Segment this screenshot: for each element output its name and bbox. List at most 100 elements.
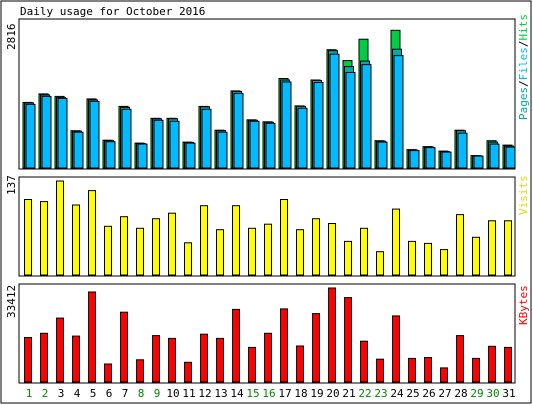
files-bar-day-29: [473, 155, 484, 169]
files-bar-day-18: [297, 107, 308, 169]
files-bar-day-3: [57, 97, 68, 169]
legend-kbytes: KBytes: [517, 285, 530, 325]
files-bar-day-16: [265, 122, 276, 169]
visits-bar-day-29: [472, 236, 480, 276]
files-bar-day-27: [441, 151, 452, 169]
files-bar-day-26: [425, 147, 436, 169]
bar-marks: [22, 29, 516, 383]
files-bar-day-7: [121, 108, 132, 169]
day-label-13: 13: [214, 387, 227, 400]
kbytes-bar-day-5: [88, 291, 96, 383]
day-label-30: 30: [486, 387, 499, 400]
kbytes-bar-day-24: [392, 315, 400, 383]
kbytes-ymax-label: 33412: [5, 285, 18, 318]
kbytes-bar-day-25: [408, 357, 416, 383]
legend-visits: Visits: [517, 175, 530, 215]
visits-bar-day-17: [280, 199, 288, 276]
kbytes-panel-frame: [18, 283, 516, 384]
visits-bar-day-12: [200, 205, 208, 276]
day-label-24: 24: [390, 387, 404, 400]
files-bar-day-9: [153, 119, 164, 169]
kbytes-bar-day-6: [104, 363, 112, 383]
day-label-18: 18: [294, 387, 307, 400]
visits-bar-day-30: [488, 220, 496, 276]
files-bar-day-6: [105, 141, 116, 169]
files-bar-day-4: [73, 131, 84, 169]
day-label-6: 6: [106, 387, 113, 400]
files-bar-day-23: [377, 141, 388, 169]
kbytes-bar-day-18: [296, 345, 304, 383]
kbytes-bar-day-28: [456, 335, 464, 383]
day-label-27: 27: [438, 387, 451, 400]
kbytes-bar-day-2: [40, 332, 48, 383]
visits-bar-day-22: [360, 227, 368, 276]
files-bar-day-24: [393, 55, 404, 169]
day-label-8: 8: [138, 387, 145, 400]
files-bar-day-30: [489, 143, 500, 169]
kbytes-bar-day-12: [200, 333, 208, 383]
usage-legend: Pages/Files/Hits: [517, 14, 530, 120]
visits-bar-day-3: [56, 180, 64, 276]
visits-bar-day-1: [24, 199, 32, 276]
visits-bar-day-31: [504, 220, 512, 276]
visits-bar-day-13: [216, 229, 224, 276]
day-label-23: 23: [374, 387, 387, 400]
kbytes-bar-day-1: [24, 337, 32, 383]
day-label-22: 22: [358, 387, 371, 400]
usage-ymax-label: 2816: [5, 24, 18, 51]
visits-bar-day-6: [104, 225, 112, 276]
visits-bar-day-11: [184, 242, 192, 276]
day-label-11: 11: [182, 387, 195, 400]
kbytes-bar-day-22: [360, 340, 368, 383]
visits-bar-day-27: [440, 249, 448, 276]
day-label-20: 20: [326, 387, 339, 400]
files-bar-day-20: [329, 53, 340, 169]
kbytes-bar-day-8: [136, 359, 144, 383]
files-bar-day-11: [185, 142, 196, 169]
kbytes-bar-day-10: [168, 337, 176, 383]
visits-bar-day-7: [120, 216, 128, 276]
kbytes-bar-day-20: [328, 287, 336, 383]
files-bar-day-25: [409, 150, 420, 169]
kbytes-bar-day-9: [152, 335, 160, 383]
day-label-1: 1: [26, 387, 33, 400]
kbytes-bar-day-11: [184, 361, 192, 383]
visits-bar-day-23: [376, 251, 384, 276]
kbytes-bar-day-29: [472, 357, 480, 383]
day-label-16: 16: [262, 387, 275, 400]
visits-bar-day-14: [232, 205, 240, 276]
kbytes-bar-day-14: [232, 308, 240, 383]
kbytes-bar-day-21: [344, 297, 352, 383]
kbytes-bar-day-17: [280, 308, 288, 383]
kbytes-bar-day-27: [440, 367, 448, 383]
usage-panel-frame: [18, 18, 516, 170]
chart-title: Daily usage for October 2016: [20, 5, 205, 18]
files-bar-day-14: [233, 92, 244, 169]
files-bar-day-17: [281, 81, 292, 169]
legend-hits: Hits: [517, 14, 530, 41]
visits-bar-day-4: [72, 204, 80, 276]
kbytes-bar-day-31: [504, 346, 512, 383]
visits-bar-day-5: [88, 190, 96, 276]
files-bar-day-13: [217, 131, 228, 169]
legend-files: Files: [517, 47, 530, 80]
day-label-21: 21: [342, 387, 355, 400]
visits-bar-day-28: [456, 214, 464, 276]
day-label-7: 7: [122, 387, 129, 400]
kbytes-bar-day-19: [312, 313, 320, 383]
visits-bar-day-16: [264, 223, 272, 276]
day-label-2: 2: [42, 387, 49, 400]
files-bar-day-31: [505, 146, 516, 169]
kbytes-bar-day-7: [120, 311, 128, 383]
files-bar-day-8: [137, 143, 148, 169]
kbytes-bar-day-30: [488, 345, 496, 383]
day-label-15: 15: [246, 387, 259, 400]
visits-bar-day-20: [328, 223, 336, 276]
visits-bar-day-15: [248, 227, 256, 276]
legend-separator-1: /: [517, 80, 530, 87]
day-label-29: 29: [470, 387, 483, 400]
day-label-9: 9: [154, 387, 161, 400]
day-label-26: 26: [422, 387, 435, 400]
visits-bar-day-26: [424, 242, 432, 276]
